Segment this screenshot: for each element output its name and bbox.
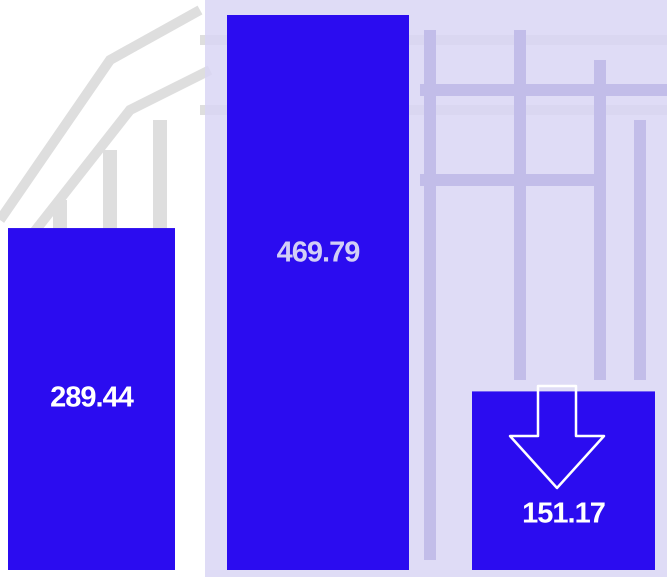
- arrow: [508, 384, 606, 490]
- panel-sketch: [420, 30, 667, 560]
- bar: [8, 228, 175, 570]
- bar: [227, 15, 409, 570]
- bars: 289.44 469.79 151.17: [8, 15, 655, 570]
- value-label: 469.79: [277, 236, 361, 268]
- value-label: 289.44: [50, 382, 134, 414]
- down-arrow-icon: [508, 384, 606, 490]
- value-label: 151.17: [522, 498, 605, 530]
